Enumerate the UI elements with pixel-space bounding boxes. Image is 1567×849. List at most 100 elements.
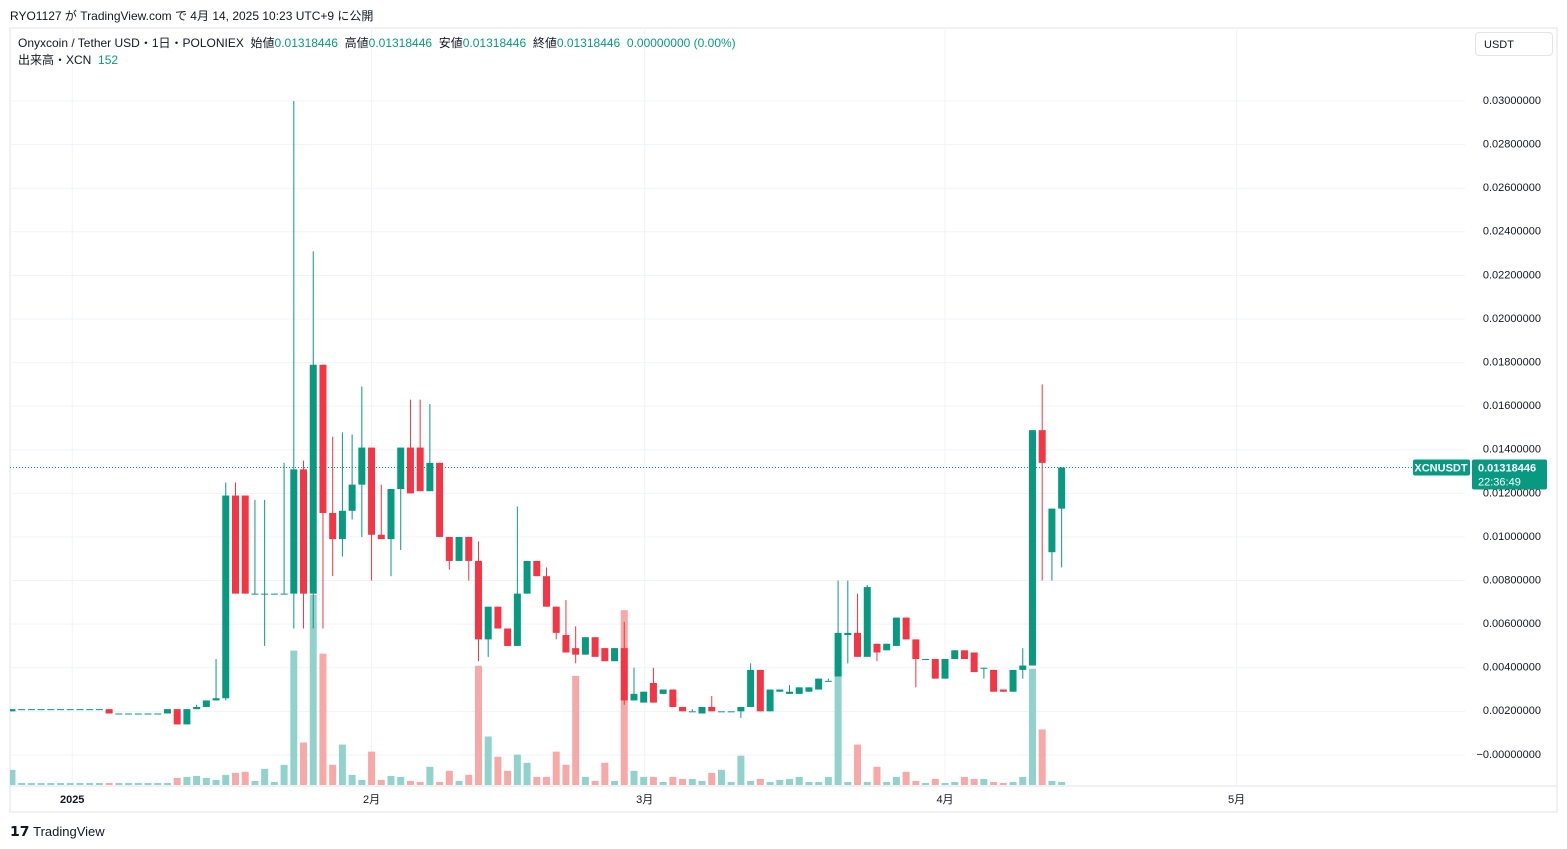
y-tick-label: 0.02200000 bbox=[1483, 269, 1541, 281]
y-tick-label: −0.00000000 bbox=[1476, 749, 1541, 761]
volume-bar bbox=[10, 769, 16, 785]
volume-bar bbox=[37, 782, 45, 785]
volume-bar bbox=[834, 655, 842, 785]
candle-body bbox=[474, 560, 482, 640]
high-value: 0.01318446 bbox=[368, 36, 433, 50]
volume-bar bbox=[241, 771, 249, 785]
candle-body bbox=[698, 706, 706, 714]
volume-bar bbox=[815, 781, 823, 785]
volume-bar bbox=[125, 782, 133, 785]
candle-body bbox=[795, 687, 803, 694]
candle-body bbox=[883, 643, 891, 651]
candle-body bbox=[222, 495, 230, 699]
candle-body bbox=[756, 669, 764, 712]
candle-body bbox=[290, 469, 298, 594]
volume-bar bbox=[922, 782, 930, 785]
candle-body bbox=[338, 510, 346, 540]
candle-body bbox=[1028, 430, 1036, 666]
volume-bar bbox=[562, 764, 570, 785]
candle-body bbox=[1048, 508, 1056, 553]
volume-bar bbox=[776, 779, 784, 785]
candle-body bbox=[562, 635, 570, 653]
candle-body bbox=[834, 632, 842, 677]
volume-bar bbox=[873, 766, 881, 785]
volume-bar bbox=[47, 782, 55, 785]
volume-bar bbox=[581, 776, 589, 785]
candle-body bbox=[640, 691, 648, 703]
volume-bar bbox=[1019, 776, 1027, 785]
volume-bar bbox=[338, 744, 346, 785]
volume-bar bbox=[212, 779, 220, 785]
candle-body bbox=[154, 713, 162, 715]
volume-bar bbox=[640, 776, 648, 785]
candle-body bbox=[465, 536, 473, 561]
symbol-tag-text: XCNUSDT bbox=[1414, 462, 1467, 474]
candle-body bbox=[368, 447, 376, 535]
volume-bar bbox=[912, 780, 920, 785]
volume-bar bbox=[717, 769, 725, 785]
candle-body bbox=[504, 628, 512, 646]
volume-bar bbox=[465, 774, 473, 785]
frame bbox=[9, 27, 1558, 813]
volume-bar bbox=[455, 780, 463, 785]
candle-body bbox=[10, 709, 16, 712]
volume-bar bbox=[737, 755, 745, 785]
axes: 0.03000000 0.02800000 0.02600000 0.02400000… bbox=[60, 95, 1547, 806]
candle-body bbox=[747, 669, 755, 707]
candle-body bbox=[95, 709, 103, 711]
high-label: 高値 bbox=[344, 36, 369, 50]
footer-text: TradingView bbox=[33, 824, 105, 839]
y-tick-label: 0.03000000 bbox=[1483, 95, 1541, 107]
y-tick-label: 0.01000000 bbox=[1483, 531, 1541, 543]
volume-bar bbox=[552, 751, 560, 785]
candle-body bbox=[300, 469, 308, 594]
y-tick-label: 0.01800000 bbox=[1483, 356, 1541, 368]
candle-body bbox=[737, 706, 745, 712]
candle-body bbox=[27, 709, 35, 711]
candle-body bbox=[436, 462, 444, 537]
currency-button[interactable]: USDT bbox=[1475, 32, 1553, 56]
volume-bar bbox=[387, 775, 395, 785]
candle-body bbox=[990, 669, 998, 692]
volume-bar bbox=[1038, 729, 1046, 785]
low-value: 0.01318446 bbox=[462, 36, 527, 50]
candle-body bbox=[416, 447, 424, 492]
volume-bar bbox=[941, 782, 949, 785]
candle-body bbox=[348, 484, 356, 511]
volume-bar bbox=[591, 780, 599, 785]
candle-body bbox=[241, 495, 249, 594]
close-value: 0.01318446 bbox=[556, 36, 621, 50]
candle-body bbox=[387, 489, 395, 540]
candle-body bbox=[261, 593, 269, 595]
volume-bar bbox=[105, 782, 113, 785]
candle-body bbox=[980, 667, 988, 669]
volume-bar bbox=[329, 764, 337, 785]
candle-body bbox=[1058, 467, 1066, 509]
volume-bar bbox=[309, 595, 317, 785]
candle-body bbox=[202, 700, 210, 707]
volume-bar bbox=[795, 776, 803, 785]
volume-bar bbox=[513, 754, 521, 785]
candle-body bbox=[494, 606, 502, 629]
candle-body bbox=[863, 587, 871, 657]
candle-body bbox=[193, 706, 201, 710]
volume-bar bbox=[931, 778, 939, 785]
volume-bar bbox=[144, 782, 152, 785]
candle-body bbox=[785, 691, 793, 694]
candle-body bbox=[57, 709, 65, 711]
volume-bar bbox=[484, 736, 492, 785]
volume-bar bbox=[426, 766, 434, 785]
volume-bar bbox=[951, 781, 959, 785]
candle-body bbox=[688, 711, 696, 713]
volume-bar bbox=[892, 776, 900, 785]
candle-body bbox=[824, 680, 832, 682]
open-value: 0.01318446 bbox=[274, 36, 338, 50]
candle-body bbox=[552, 606, 560, 633]
candle-body bbox=[105, 709, 113, 714]
candle-body bbox=[970, 652, 978, 673]
volume-bar bbox=[95, 782, 103, 785]
candle-body bbox=[922, 659, 930, 661]
candle-body bbox=[679, 706, 687, 712]
x-tick-label: 4月 bbox=[936, 794, 953, 806]
